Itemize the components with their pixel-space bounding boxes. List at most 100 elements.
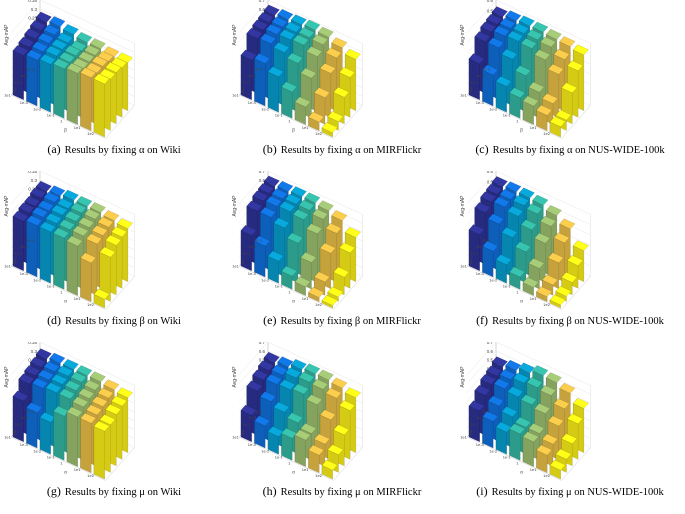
- bars-group: [12, 11, 133, 138]
- bar-top-face: [319, 409, 336, 421]
- bar-top-face: [312, 34, 328, 45]
- z-tick-label: 0.6: [487, 349, 494, 354]
- bar-top-face: [549, 459, 566, 471]
- y-axis-label: μ: [14, 261, 17, 266]
- bars-group: [240, 351, 361, 480]
- bar-top-face: [300, 67, 317, 79]
- bar-top-face: [93, 73, 110, 85]
- x-tick-label: 1e2: [315, 131, 322, 136]
- bar-top-face: [281, 81, 298, 93]
- bar: [12, 210, 29, 272]
- bar-top-face: [30, 187, 46, 199]
- x-tick-label: 1e2: [315, 302, 322, 307]
- x-tick-label: 1e1: [74, 296, 81, 301]
- bar-top-face: [555, 109, 572, 121]
- bar-top-face: [240, 225, 257, 236]
- bar-top-face: [59, 51, 75, 63]
- bar: [549, 116, 566, 138]
- bar-top-face: [480, 21, 497, 33]
- y-tick-label: 1: [470, 257, 473, 262]
- x-tick-label: 1e2: [87, 131, 94, 136]
- bar-top-face: [306, 223, 323, 234]
- x-tick-label: 1e1: [302, 467, 309, 472]
- y-tick-label: 1e-2: [476, 415, 485, 420]
- bar: [240, 224, 257, 272]
- panel-label-a: (a): [47, 142, 61, 156]
- bar-top-face: [468, 53, 485, 64]
- bar-top-face: [505, 359, 522, 371]
- bar-top-face: [528, 258, 545, 269]
- bar: [281, 265, 298, 290]
- bar: [536, 286, 553, 303]
- bar-top-face: [53, 227, 70, 239]
- x-tick-label: 1e-3: [476, 271, 485, 276]
- grid-line: [238, 342, 269, 376]
- bar-top-face: [105, 62, 122, 73]
- grid-line: [466, 342, 497, 376]
- bar-top-face: [111, 226, 127, 238]
- x-tick-label: 1e-1: [275, 113, 284, 118]
- panel-e: 00.10.20.30.40.50.60.7Avg-mAP1e-31e-21e-…: [228, 171, 456, 342]
- bar-top-face: [331, 377, 348, 389]
- panel-g: 00.050.10.150.20.250.30.35Avg-mAP1e-31e-…: [0, 342, 228, 513]
- bar-top-face: [267, 66, 284, 78]
- bar-top-face: [53, 405, 70, 417]
- x-tick-label: 1e2: [543, 302, 550, 307]
- grid-line: [466, 0, 497, 34]
- bar-top-face: [526, 29, 543, 40]
- bars-group: [12, 348, 133, 480]
- bar-top-face: [499, 18, 516, 29]
- bar-top-face: [339, 242, 355, 254]
- bar-top-face: [273, 42, 290, 53]
- x-tick-label: 1e-3: [476, 100, 485, 105]
- bar-top-face: [522, 431, 539, 443]
- bar-top-face: [89, 38, 106, 49]
- bar-front-face: [281, 86, 293, 119]
- bar3d-chart-f: 00.10.20.30.40.50.6Avg-mAP1e-31e-21e-111…: [460, 171, 591, 310]
- z-tick-label: 0.5: [487, 179, 494, 184]
- y-tick-label: 1e-1: [470, 80, 479, 85]
- bar-top-face: [260, 391, 276, 402]
- bar-top-face: [43, 192, 60, 203]
- grid-line: [267, 171, 363, 215]
- bar-top-face: [325, 47, 342, 59]
- y-axis-label: μ: [242, 90, 245, 95]
- bar-top-face: [285, 367, 301, 378]
- caption-text-c: Results by fixing α on NUS-WIDE-100k: [492, 145, 665, 156]
- bar-top-face: [30, 356, 46, 368]
- bar-front-face: [294, 434, 306, 467]
- bar-top-face: [300, 252, 317, 263]
- bar-top-face: [99, 68, 116, 80]
- bar-top-face: [325, 387, 342, 399]
- caption-text-i: Results by fixing μ on NUS-WIDE-100k: [491, 487, 664, 498]
- y-axis-label: μ: [470, 90, 473, 95]
- bar-top-face: [35, 11, 52, 23]
- bar: [294, 96, 311, 125]
- bar-top-face: [263, 175, 280, 187]
- bar-top-face: [265, 195, 282, 207]
- bar-top-face: [97, 51, 114, 62]
- bar-top-face: [265, 24, 282, 35]
- bar-top-face: [532, 194, 549, 206]
- grid-line: [10, 171, 41, 205]
- bar-top-face: [103, 46, 120, 57]
- bar-top-face: [57, 32, 73, 44]
- caption-a: (a) Results by fixing α on Wiki: [0, 142, 228, 157]
- bar-top-face: [321, 295, 338, 306]
- bar-top-face: [331, 37, 348, 48]
- bar: [26, 402, 43, 449]
- grid-line: [495, 342, 591, 386]
- bar-front-face: [93, 78, 105, 138]
- bar-front-face: [39, 59, 51, 113]
- x-tick-label: 1e-3: [248, 442, 257, 447]
- y-tick-label: 1e-2: [20, 244, 29, 249]
- bar-top-face: [553, 232, 570, 244]
- bar-top-face: [317, 200, 334, 212]
- y-tick-label: 1e-2: [248, 73, 257, 78]
- bar-top-face: [76, 32, 93, 43]
- y-tick-label: 1e1: [4, 435, 11, 440]
- bar-top-face: [567, 413, 583, 425]
- bar: [308, 444, 325, 474]
